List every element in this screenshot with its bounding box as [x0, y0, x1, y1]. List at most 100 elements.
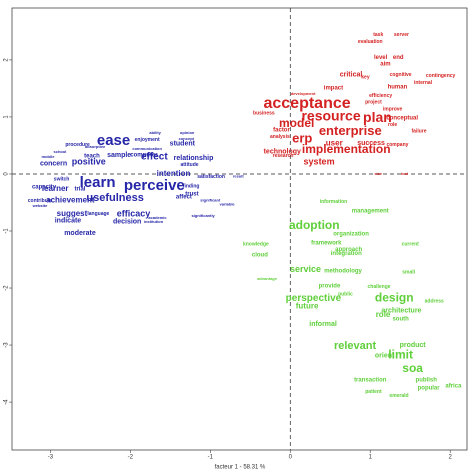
word-point: absorptive — [85, 144, 106, 149]
word-point: satisfaction — [197, 174, 225, 180]
word-point: business — [253, 110, 275, 116]
word-point: acceptance — [263, 95, 350, 112]
word-point: result — [233, 173, 245, 178]
word-point: challenge — [367, 284, 390, 290]
y-tick-label: -4 — [4, 399, 10, 405]
word-point: adoption — [289, 218, 340, 232]
word-point: key — [361, 74, 370, 80]
word-point: finding — [183, 183, 200, 189]
word-point: ability — [149, 130, 161, 135]
word-point: learn — [80, 174, 116, 191]
y-tick-label: -3 — [4, 342, 10, 348]
word-point: role — [388, 122, 397, 128]
word-point: success — [357, 140, 385, 147]
word-point: analysis — [270, 134, 290, 140]
word-point: cloud — [252, 253, 268, 259]
word-point: popular — [418, 385, 441, 391]
word-point: concept — [179, 136, 195, 141]
word-point: usefulness — [86, 192, 143, 204]
word-point: resource — [301, 108, 360, 124]
x-tick-label: 1 — [369, 455, 373, 461]
word-point: service — [290, 264, 321, 274]
word-point: research — [273, 153, 294, 159]
word-point: system — [304, 156, 335, 166]
word-point: information — [320, 199, 348, 205]
word-point: suggest — [57, 209, 88, 218]
word-point: decision — [113, 219, 141, 226]
word-point: opinion — [180, 130, 195, 135]
word-point: procedure — [65, 142, 90, 148]
word-point: achievement — [46, 195, 95, 204]
word-point: model — [279, 116, 314, 130]
word-point: sample — [107, 152, 131, 159]
word-point: cognitive — [390, 72, 412, 78]
word-point: moderate — [64, 230, 96, 237]
word-point: learner — [42, 184, 69, 193]
word-point: enjoyment — [135, 137, 160, 143]
word-point: africa — [445, 384, 462, 390]
word-point: current — [402, 241, 420, 247]
word-point: server — [394, 32, 409, 38]
word-point: project — [365, 99, 382, 105]
word-point: limit — [388, 347, 413, 361]
word-point: failure — [412, 129, 427, 135]
word-point: relevant — [334, 340, 377, 352]
word-point: advantage — [257, 276, 278, 281]
word-point: publish — [416, 377, 438, 383]
word-point: framework — [311, 241, 342, 247]
word-point: erp — [292, 131, 312, 146]
x-axis-title: facteur 1 - 58.31 % — [215, 465, 266, 471]
word-point: management — [352, 209, 389, 215]
word-point: critical — [340, 72, 363, 79]
word-point: soa — [402, 361, 423, 375]
word-point: human — [388, 84, 408, 90]
word-point: informal — [309, 321, 337, 328]
word-point: perceive — [124, 177, 185, 194]
word-point: role — [376, 310, 391, 319]
word-point: product — [400, 342, 427, 349]
word-point: patient — [365, 389, 382, 395]
word-point: level — [374, 55, 388, 61]
word-point: positive — [72, 156, 106, 166]
word-point: plan — [363, 109, 392, 125]
word-point: communication — [132, 146, 162, 151]
word-point: task — [373, 32, 383, 38]
word-point: enterprise — [319, 123, 382, 138]
word-point: conceptual — [386, 116, 418, 122]
word-point: public — [338, 292, 353, 298]
word-point: technology — [264, 149, 301, 156]
word-point: address — [425, 298, 444, 304]
word-point: switch — [54, 176, 70, 182]
word-point: transaction — [354, 377, 387, 383]
word-point: contingency — [426, 73, 456, 79]
y-tick-label: 2 — [4, 58, 10, 62]
word-point: impact — [324, 85, 343, 91]
word-point: significantly — [191, 213, 215, 218]
word-point: organization — [333, 231, 369, 237]
word-point: aim — [380, 61, 390, 67]
word-point: concern — [40, 161, 67, 168]
word-point: significant — [200, 197, 221, 202]
word-point: institution — [144, 219, 164, 224]
word-point: factor — [273, 128, 290, 134]
word-point: provide — [319, 283, 341, 289]
word-point: affect — [176, 194, 192, 200]
word-point: improve — [383, 106, 403, 112]
word-point: ease — [97, 132, 130, 149]
word-point: end — [393, 55, 404, 61]
word-point: evaluation — [358, 39, 383, 45]
word-point: variable — [220, 201, 236, 206]
y-tick-label: 1 — [4, 115, 10, 119]
word-point: relationship — [174, 155, 214, 162]
word-point: efficacy — [117, 208, 151, 218]
word-point: capacity — [32, 185, 57, 191]
word-point: future — [296, 301, 319, 310]
word-point: language — [87, 211, 109, 217]
word-point: website — [32, 203, 48, 208]
word-point: orient — [375, 353, 395, 360]
word-point: indicate — [55, 218, 82, 225]
word-point: efficiency — [369, 93, 392, 99]
word-point: user — [326, 138, 343, 147]
word-point: teach — [84, 153, 100, 159]
